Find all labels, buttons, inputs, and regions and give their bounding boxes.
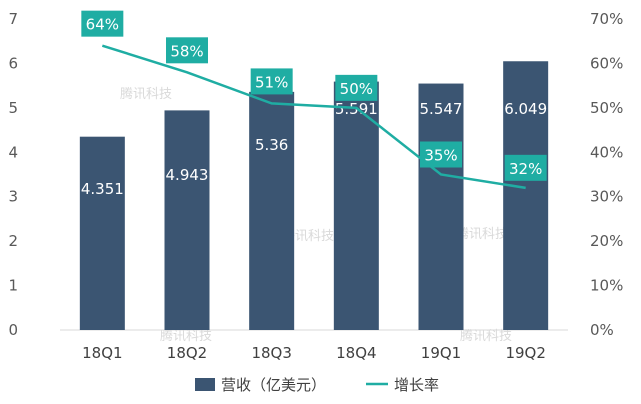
category-label: 18Q1	[82, 344, 122, 362]
right-axis: 0% 10% 20% 30% 40% 50% 60% 70%	[590, 10, 623, 339]
line-value-label: 35%	[424, 147, 457, 165]
right-tick-label: 30%	[590, 188, 623, 206]
line-labels: 64% 58% 51% 50% 35% 32%	[81, 10, 547, 181]
category-label: 18Q3	[251, 344, 291, 362]
bar-series	[79, 61, 549, 330]
bar	[164, 110, 210, 330]
category-label: 18Q4	[336, 344, 376, 362]
category-label: 19Q1	[421, 344, 461, 362]
growth-line	[101, 44, 526, 190]
left-tick-label: 3	[8, 188, 18, 206]
watermark-text: 腾讯科技	[120, 86, 172, 102]
left-tick-label: 2	[8, 232, 18, 250]
bar-value-label: 4.351	[81, 180, 124, 198]
line-label-box	[81, 10, 124, 37]
right-tick-label: 50%	[590, 99, 623, 117]
bar	[79, 136, 125, 330]
right-tick-label: 60%	[590, 54, 623, 72]
watermark-text: 腾讯科技	[460, 328, 512, 344]
legend-line-label: 增长率	[394, 376, 439, 394]
left-tick-label: 1	[8, 277, 18, 295]
legend-bar-label: 营收（亿美元）	[221, 376, 326, 394]
line-value-label: 64%	[86, 16, 119, 34]
line-label-box	[504, 154, 547, 181]
legend: 营收（亿美元） 增长率	[195, 376, 439, 394]
left-axis: 0 1 2 3 4 5 6 7	[8, 10, 18, 339]
watermark-text: 腾讯科技	[456, 226, 508, 242]
bar	[249, 91, 295, 330]
bar-value-label: 5.547	[420, 100, 463, 118]
category-label: 19Q2	[505, 344, 545, 362]
bar	[333, 81, 379, 330]
right-tick-label: 70%	[590, 10, 623, 28]
left-tick-label: 5	[8, 99, 18, 117]
watermark-text: 腾讯科技	[282, 228, 334, 244]
line-value-label: 32%	[509, 160, 542, 178]
bar	[503, 61, 549, 330]
line-label-box	[420, 141, 462, 168]
right-tick-label: 10%	[590, 277, 623, 295]
right-tick-label: 20%	[590, 232, 623, 250]
legend-bar-swatch	[195, 378, 215, 391]
category-label: 18Q2	[167, 344, 207, 362]
line-label-box	[166, 37, 208, 64]
left-tick-label: 7	[8, 10, 18, 28]
bar	[418, 83, 464, 330]
category-labels: 18Q1 18Q2 18Q3 18Q4 19Q1 19Q2	[82, 344, 546, 362]
left-tick-label: 0	[8, 321, 18, 339]
line-value-label: 58%	[170, 42, 203, 60]
left-tick-label: 4	[8, 143, 18, 161]
line-label-box	[335, 74, 378, 101]
bar-value-label: 5.36	[255, 136, 288, 154]
line-value-label: 50%	[340, 80, 373, 98]
bar-value-label: 6.049	[504, 100, 547, 118]
left-tick-label: 6	[8, 54, 18, 72]
right-tick-label: 0%	[590, 321, 614, 339]
line-label-box	[250, 68, 293, 95]
right-tick-label: 40%	[590, 143, 623, 161]
bar-value-label: 4.943	[166, 166, 209, 184]
line-value-label: 51%	[255, 73, 288, 91]
watermark-text: 腾讯科技	[160, 328, 212, 344]
